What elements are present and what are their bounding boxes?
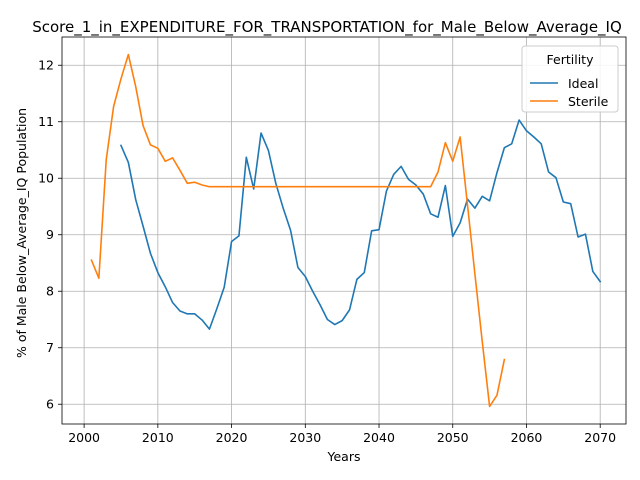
x-tick-label: 2010	[142, 430, 174, 445]
x-tick-label: 2000	[68, 430, 100, 445]
chart-title: Score_1_in_EXPENDITURE_FOR_TRANSPORTATIO…	[32, 18, 622, 37]
x-tick-label: 2060	[511, 430, 543, 445]
series-line-ideal	[119, 119, 602, 330]
legend-label-ideal: Ideal	[568, 76, 598, 91]
plot-frame	[61, 36, 627, 425]
y-tick-label: 8	[46, 284, 54, 299]
y-tick-label: 6	[46, 397, 54, 412]
y-tick-label: 12	[38, 58, 54, 73]
x-tick-label: 2040	[363, 430, 395, 445]
series-lines	[90, 53, 602, 408]
y-axis-label: % of Male Below_Average_IQ Population	[14, 108, 29, 358]
x-axis-label: Years	[327, 449, 361, 464]
x-tick-label: 2070	[584, 430, 616, 445]
x-tick-label: 2020	[216, 430, 248, 445]
legend-label-sterile: Sterile	[568, 94, 609, 109]
y-tick-label: 7	[46, 340, 54, 355]
y-axis-ticks: 6 7 8 9 10 11 12	[38, 58, 62, 412]
x-tick-label: 2030	[289, 430, 321, 445]
x-axis-ticks: 2000 2010 2020 2030 2040 2050 2060 2070	[68, 424, 616, 445]
x-tick-label: 2050	[437, 430, 469, 445]
legend-title: Fertility	[547, 52, 595, 67]
series-line-sterile	[90, 53, 506, 408]
legend-box	[521, 45, 619, 113]
y-tick-label: 11	[38, 114, 54, 129]
y-tick-label: 9	[46, 227, 54, 242]
legend: Fertility Ideal Sterile	[521, 45, 619, 113]
y-tick-label: 10	[38, 171, 54, 186]
